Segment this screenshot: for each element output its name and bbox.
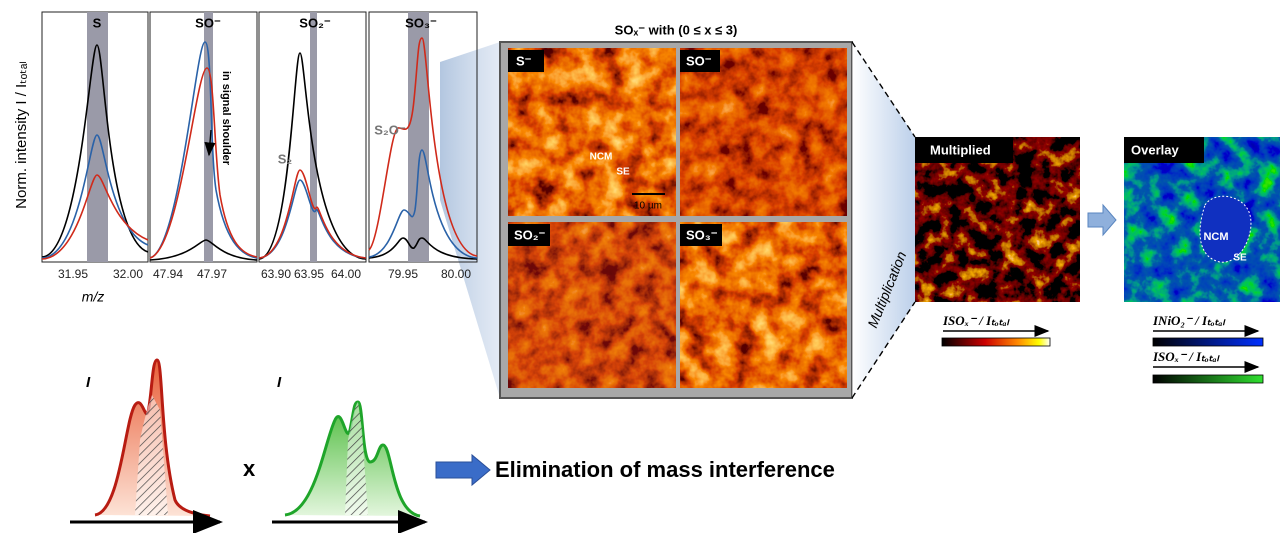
overlap-area [345,402,368,515]
x-tick-label: 64.00 [331,267,361,281]
annotation: S₂O⁻ [374,122,406,137]
y-axis-label: Norm. intensity I / Iₜₒₜₐₗ [13,61,30,209]
label-box [1124,137,1204,163]
x-tick-label: 80.00 [441,267,471,281]
map-image [680,222,847,388]
map-image [680,48,847,216]
x-tick-label: 47.97 [197,267,227,281]
x-tick-label: 47.94 [153,267,183,281]
map-label: SO⁻ [686,53,712,68]
arrow [1087,203,1117,237]
panel-title: SO⁻ [195,15,221,30]
outline [1199,195,1252,263]
image-title: Overlay [1131,142,1179,157]
result-text: Elimination of mass interference [495,457,835,482]
connector-fan [440,42,500,398]
map-label: SO₂⁻ [514,227,546,242]
x-axis-label: m/z [82,289,105,305]
x-tick-label: 79.95 [388,267,418,281]
map-image [508,48,676,216]
map-label: S⁻ [516,53,532,68]
label-box [508,224,550,246]
arrow [435,453,491,487]
label-box [508,50,544,72]
annotation: in signal shoulder [220,71,232,166]
panel-title: SO₃⁻ [405,15,437,30]
spectrum-panel [41,11,149,263]
x-tick-label: 31.95 [58,267,88,281]
maps-title: SOₓ⁻ with (0 ≤ x ≤ 3) [615,22,738,37]
map-image [508,222,676,388]
overlap-area [135,395,168,515]
x-tick-label: 32.00 [113,267,143,281]
colorbar-label: INiO₂⁻ / Iₜₒₜₐₗ [1152,313,1226,328]
colorbar [941,337,1051,347]
colorbar [1152,374,1264,384]
label-box [680,224,722,246]
label-box [680,50,720,72]
panel-title: S [93,15,102,30]
axis-label: I [86,374,91,391]
annotation: SE [616,167,630,178]
multiplied-image [915,137,1080,302]
dashed-line [851,301,916,399]
spectrum-panel [368,11,478,263]
dashed-line [851,41,916,138]
colorbar [1152,337,1264,347]
label-box [915,137,1013,163]
image-title: Multiplied [930,142,991,157]
spectrum-panel [258,11,367,263]
operator: x [243,456,256,481]
scale-label: 10 µm [634,201,662,212]
x-tick-label: 63.90 [261,267,291,281]
arrow [204,129,216,157]
x-tick-label: 63.95 [294,267,324,281]
map-label: SO₃⁻ [686,227,718,242]
annotation: S₂ [278,151,293,166]
panel-title: SO₂⁻ [299,15,331,30]
spectrum-panel [149,11,258,263]
annotation: NCM [590,152,613,163]
annotation: SE [1233,253,1247,264]
annotation: NCM [1203,231,1228,243]
colorbar-label: ISOₓ⁻ / Iₜₒₜₐₗ [942,313,1010,328]
axis-label: I [277,374,282,391]
colorbar-label: ISOₓ⁻ / Iₜₒₜₐₗ [1152,349,1220,364]
connector-fan [852,42,915,398]
